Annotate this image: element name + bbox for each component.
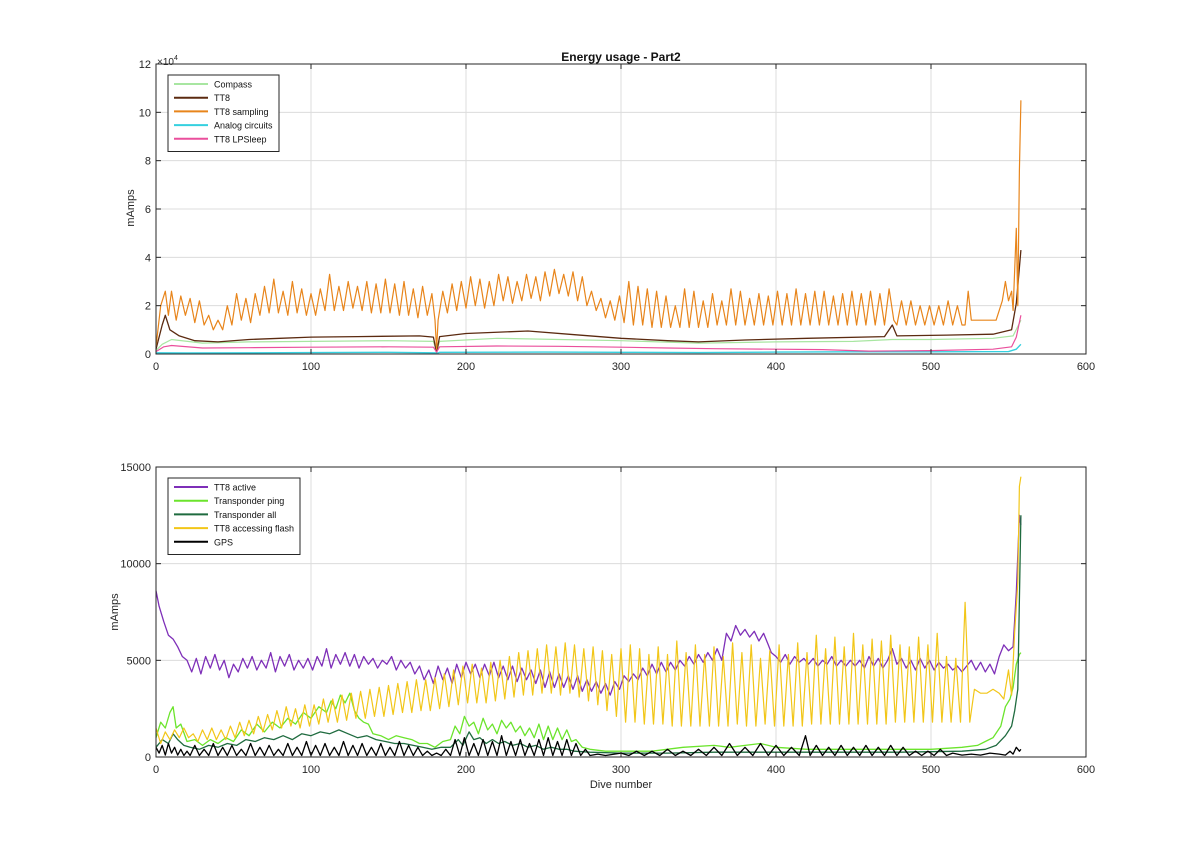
series-line-transponder-all — [155, 515, 1022, 754]
legend-label: Transponder ping — [214, 496, 284, 506]
y-tick-label: 8 — [145, 156, 151, 168]
series-line-transponder-ping — [155, 652, 1022, 752]
chart-bottom-ticks: 0 100 200 300 400 500 600 0 5000 10000 15000 — [120, 462, 1095, 776]
series-line-tt8-sampling — [155, 100, 1022, 350]
x-tick-label: 400 — [767, 361, 785, 373]
chart-bottom: 0 100 200 300 400 500 600 0 5000 10000 15000 mAmps… — [109, 462, 1095, 791]
x-tick-label: 300 — [612, 764, 630, 776]
chart-bottom-legend: TT8 active Transponder ping Transponder al… — [167, 477, 301, 555]
legend-label: TT8 LPSleep — [214, 134, 267, 144]
legend-label: TT8 sampling — [214, 107, 269, 117]
series-line-tt8-accessing-flash — [155, 476, 1022, 745]
x-tick-label: 500 — [922, 361, 940, 373]
chart-top-ticks: 0 100 200 300 400 500 600 0 2 4 6 8 10 12 — [139, 59, 1095, 373]
series-line-compass — [155, 319, 1022, 353]
series-line-tt8-active — [155, 514, 1022, 696]
x-tick-label: 0 — [153, 764, 159, 776]
x-tick-label: 600 — [1077, 361, 1095, 373]
x-tick-label: 400 — [767, 764, 785, 776]
y-tick-label: 2 — [145, 301, 151, 313]
x-tick-label: 300 — [612, 361, 630, 373]
legend-label: TT8 active — [214, 483, 256, 493]
series-line-gps — [155, 735, 1022, 757]
legend-label: TT8 — [214, 93, 230, 103]
y-tick-label: 12 — [139, 59, 151, 71]
chart-bottom-xlabel: Dive number — [590, 779, 653, 791]
y-tick-label: 0 — [145, 752, 151, 764]
x-tick-label: 200 — [457, 361, 475, 373]
chart-top: 0 100 200 300 400 500 600 0 2 4 6 8 10 12 Energy usag… — [125, 50, 1095, 373]
legend-label: Transponder all — [214, 510, 276, 520]
y-tick-label: 10000 — [120, 559, 151, 571]
legend-label: GPS — [214, 537, 233, 547]
y-tick-label: 4 — [145, 252, 151, 264]
legend-label: Compass — [214, 80, 253, 90]
legend-label: Analog circuits — [214, 121, 273, 131]
y-tick-label: 0 — [145, 349, 151, 361]
y-tick-label: 5000 — [127, 655, 151, 667]
legend-box — [167, 74, 280, 152]
x-tick-label: 100 — [302, 361, 320, 373]
series-line-analog-circuits — [155, 343, 1022, 355]
y-tick-label: 6 — [145, 204, 151, 216]
chart-top-exponent: ×104 — [157, 55, 178, 68]
y-tick-label: 10 — [139, 107, 151, 119]
x-tick-label: 100 — [302, 764, 320, 776]
chart-bottom-grid — [156, 467, 1086, 757]
chart-bottom-series — [155, 476, 1022, 757]
y-tick-label: 15000 — [120, 462, 151, 474]
x-tick-label: 200 — [457, 764, 475, 776]
chart-bottom-ylabel: mAmps — [109, 593, 121, 631]
series-line-tt8-lpsleep — [155, 315, 1022, 353]
chart-top-ylabel: mAmps — [125, 189, 137, 227]
chart-top-series — [155, 100, 1022, 355]
chart-top-title: Energy usage - Part2 — [561, 50, 681, 64]
legend-label: TT8 accessing flash — [214, 524, 294, 534]
series-line-tt8 — [155, 250, 1022, 354]
chart-top-legend: Compass TT8 TT8 sampling Analog circuits TT8… — [167, 74, 280, 152]
x-tick-label: 500 — [922, 764, 940, 776]
x-tick-label: 0 — [153, 361, 159, 373]
x-tick-label: 600 — [1077, 764, 1095, 776]
